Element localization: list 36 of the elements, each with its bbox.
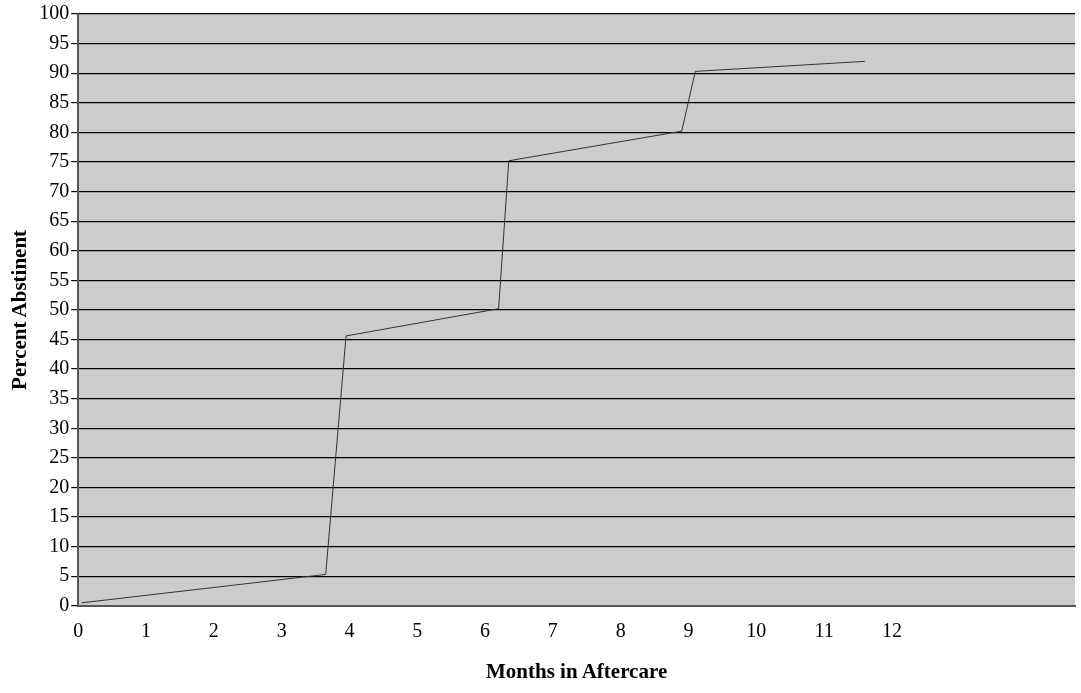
x-tick-label: 4 <box>344 619 355 642</box>
x-tick-label: 5 <box>412 619 423 642</box>
y-tick-label: 15 <box>49 504 70 527</box>
x-tick-label: 12 <box>881 619 902 642</box>
x-tick-label: 8 <box>615 619 626 642</box>
y-tick-label: 55 <box>49 267 70 290</box>
y-tick-label: 30 <box>49 415 70 438</box>
y-tick-label: 0 <box>59 593 70 616</box>
x-tick-label: 6 <box>480 619 491 642</box>
x-tick-label: 7 <box>547 619 558 642</box>
x-tick-label: 1 <box>141 619 152 642</box>
y-tick-label: 90 <box>49 60 70 83</box>
y-tick-label: 5 <box>59 563 70 586</box>
x-tick-label: 9 <box>683 619 694 642</box>
y-tick-label: 80 <box>49 119 70 142</box>
y-tick-label: 65 <box>49 208 70 231</box>
y-tick-label: 10 <box>49 533 70 556</box>
x-axis-title: Months in Aftercare <box>486 658 668 683</box>
y-tick-label: 50 <box>49 297 70 320</box>
y-tick-label: 100 <box>39 1 70 24</box>
y-tick-label: 60 <box>49 237 70 260</box>
y-tick-label: 85 <box>49 90 70 113</box>
x-tick-label: 2 <box>208 619 219 642</box>
x-tick-label: 3 <box>276 619 287 642</box>
y-tick-label: 45 <box>49 326 70 349</box>
y-tick-label: 35 <box>49 385 70 408</box>
x-tick-label: 10 <box>746 619 767 642</box>
y-tick-label: 25 <box>49 445 70 468</box>
y-tick-label: 95 <box>49 30 70 53</box>
y-tick-label: 40 <box>49 356 70 379</box>
y-axis-title: Percent Abstinent <box>7 229 32 390</box>
y-tick-label: 75 <box>49 149 70 172</box>
x-tick-label: 11 <box>814 619 834 642</box>
y-tick-label: 20 <box>49 474 70 497</box>
y-tick-label: 70 <box>49 178 70 201</box>
x-tick-label: 0 <box>73 619 84 642</box>
